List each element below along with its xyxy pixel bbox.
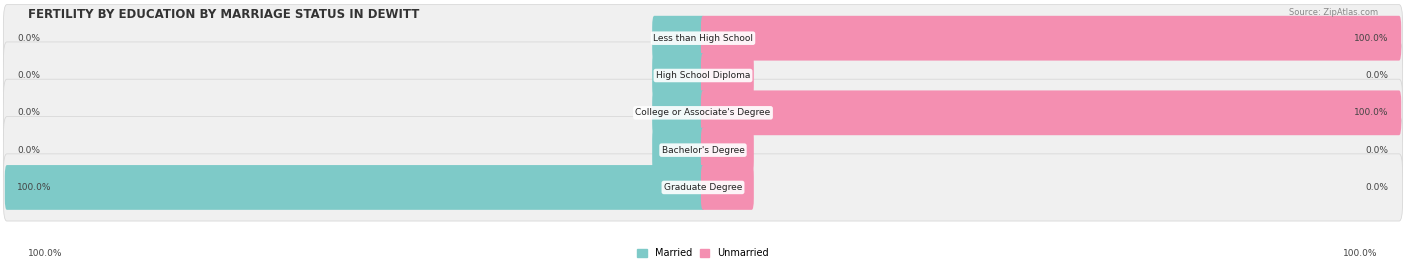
Text: FERTILITY BY EDUCATION BY MARRIAGE STATUS IN DEWITT: FERTILITY BY EDUCATION BY MARRIAGE STATU… xyxy=(28,8,419,21)
Text: 100.0%: 100.0% xyxy=(1354,108,1389,117)
Text: 0.0%: 0.0% xyxy=(1365,146,1389,155)
FancyBboxPatch shape xyxy=(702,165,754,210)
Text: 0.0%: 0.0% xyxy=(17,71,41,80)
Text: Bachelor's Degree: Bachelor's Degree xyxy=(662,146,744,155)
FancyBboxPatch shape xyxy=(702,90,1402,135)
Text: College or Associate's Degree: College or Associate's Degree xyxy=(636,108,770,117)
Text: 0.0%: 0.0% xyxy=(1365,71,1389,80)
FancyBboxPatch shape xyxy=(652,128,704,172)
FancyBboxPatch shape xyxy=(4,165,704,210)
FancyBboxPatch shape xyxy=(652,53,704,98)
Text: 100.0%: 100.0% xyxy=(28,249,63,258)
FancyBboxPatch shape xyxy=(702,128,754,172)
FancyBboxPatch shape xyxy=(652,90,704,135)
Text: 100.0%: 100.0% xyxy=(17,183,52,192)
Text: 0.0%: 0.0% xyxy=(17,146,41,155)
FancyBboxPatch shape xyxy=(3,154,1403,221)
Text: 100.0%: 100.0% xyxy=(1354,34,1389,43)
Text: 100.0%: 100.0% xyxy=(1343,249,1378,258)
FancyBboxPatch shape xyxy=(3,5,1403,72)
Legend: Married, Unmarried: Married, Unmarried xyxy=(633,245,773,262)
FancyBboxPatch shape xyxy=(3,42,1403,109)
FancyBboxPatch shape xyxy=(702,53,754,98)
FancyBboxPatch shape xyxy=(652,16,704,61)
Text: 0.0%: 0.0% xyxy=(17,108,41,117)
FancyBboxPatch shape xyxy=(3,79,1403,146)
FancyBboxPatch shape xyxy=(702,16,1402,61)
FancyBboxPatch shape xyxy=(3,116,1403,184)
Text: 0.0%: 0.0% xyxy=(17,34,41,43)
Text: High School Diploma: High School Diploma xyxy=(655,71,751,80)
Text: Source: ZipAtlas.com: Source: ZipAtlas.com xyxy=(1289,8,1378,17)
Text: Graduate Degree: Graduate Degree xyxy=(664,183,742,192)
Text: Less than High School: Less than High School xyxy=(652,34,754,43)
Text: 0.0%: 0.0% xyxy=(1365,183,1389,192)
